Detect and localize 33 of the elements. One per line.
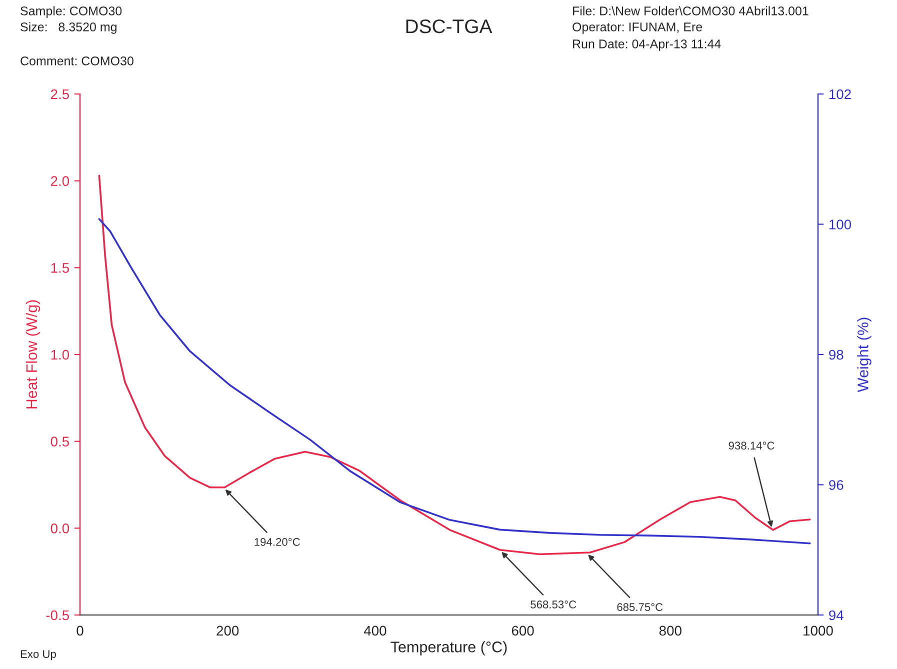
y-tick-label: 2.5	[50, 89, 70, 100]
y-tick-label: -0.5	[46, 610, 70, 620]
y2-tick-label: 98	[829, 350, 844, 360]
annotation: 568.53°C	[530, 600, 576, 608]
text: Run Date: 04-Apr-13 11:44	[573, 40, 721, 51]
y2-tick-label: 94	[829, 610, 844, 620]
text: Operator: IFUNAM, Ere	[572, 22, 702, 34]
x-tick-label: 400	[364, 626, 386, 636]
y-tick-label: 0.5	[50, 436, 70, 447]
x-tick-label: 800	[659, 626, 682, 636]
x-tick-label: 0	[76, 626, 84, 636]
y-axis-title: Heat Flow (W/g)	[26, 300, 40, 408]
text: Size: 8.3520 mg	[20, 22, 116, 34]
y2-axis-title: Weight (%)	[857, 318, 872, 392]
x-tick-label: 1000	[804, 626, 833, 636]
y2-tick-label: 100	[829, 220, 852, 230]
text: File: D:\New Folder\COMO30 4Abril13.001	[573, 6, 808, 16]
y-tick-label: 1.5	[51, 263, 70, 273]
y-tick-label: 1.0	[51, 350, 70, 360]
y2-tick-label: 102	[829, 89, 851, 100]
y2-tick-label: 96	[829, 480, 844, 490]
annotation: 938.14°C	[728, 442, 774, 450]
text: Comment: COMO30	[20, 56, 134, 66]
text: Sample: COMO30	[20, 6, 122, 18]
y-tick-label: 0.0	[50, 524, 70, 534]
text: Exo Up	[20, 650, 56, 660]
y-tick-label: 2.0	[50, 176, 70, 186]
annotation: 685.75°C	[617, 603, 663, 612]
x-tick-label: 200	[216, 626, 239, 636]
x-axis-title: Temperature (°C)	[390, 641, 507, 656]
x-tick-label: 600	[512, 626, 534, 636]
annotation: 194.20°C	[254, 538, 300, 546]
chart-title: DSC-TGA	[406, 19, 492, 34]
